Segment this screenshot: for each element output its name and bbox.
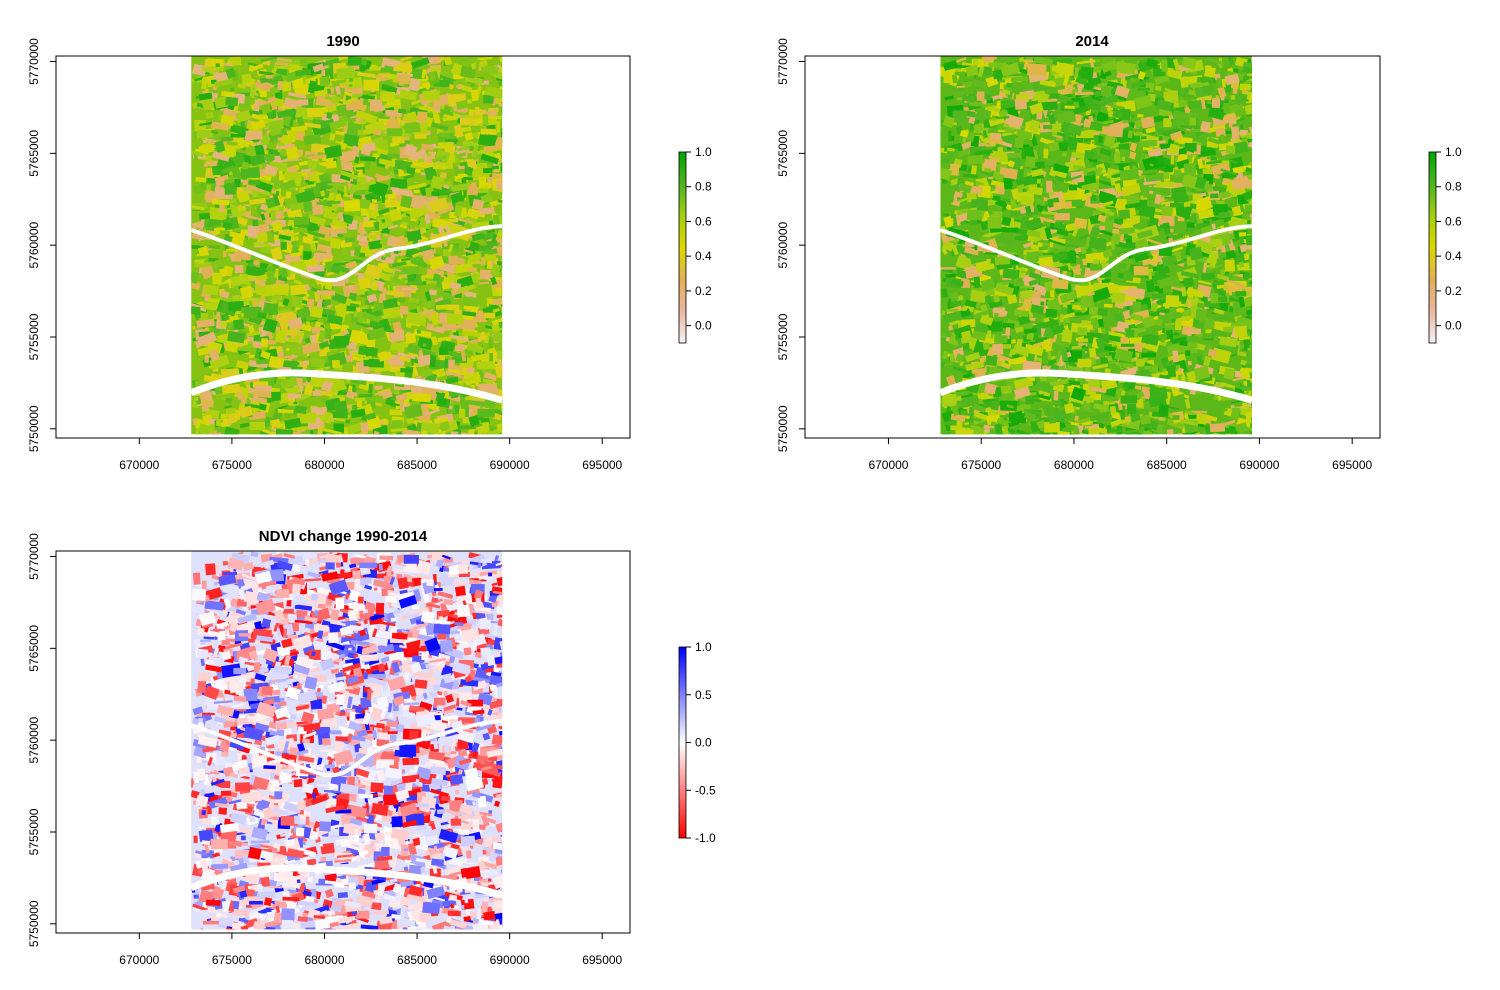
x-tick-label: 680000 [304, 953, 344, 967]
y-tick-label: 5765000 [27, 625, 41, 672]
y-tick-label: 5755000 [776, 313, 790, 360]
x-tick-label: 670000 [868, 458, 908, 472]
plot-title: 2014 [1075, 33, 1109, 50]
panel-1990: 1990 670000 675000 680000 685000 690000 69500… [27, 33, 712, 472]
x-tick-label: 675000 [212, 953, 252, 967]
x-tick-label: 675000 [212, 458, 252, 472]
y-tick-label: 5765000 [27, 130, 41, 177]
plot-box [804, 55, 1381, 439]
y-tick-label: 5765000 [776, 130, 790, 177]
x-tick-label: 670000 [119, 458, 159, 472]
y-tick-label: 5760000 [27, 221, 41, 268]
panel-2014: 2014 670000 675000 680000 685000 690000 69500… [776, 33, 1462, 472]
legend-tick-label: 1.0 [695, 640, 712, 654]
x-tick-label: 695000 [582, 458, 622, 472]
y-tick-label: 5750000 [27, 405, 41, 452]
legend-tick-label: 0.0 [1445, 319, 1462, 333]
legend-tick-label: 0.8 [1445, 180, 1462, 194]
panel-ndvi-change: NDVI change 1990-2014 670000 675000 680000… [27, 528, 716, 967]
color-legend-bar [1428, 151, 1437, 344]
legend-tick-label: 0.4 [1445, 249, 1462, 263]
legend-tick-label: 0.2 [1445, 284, 1462, 298]
y-tick-label: 5760000 [776, 221, 790, 268]
y-tick-label: 5750000 [776, 405, 790, 452]
x-tick-label: 685000 [397, 458, 437, 472]
legend-tick-label: -0.5 [695, 783, 716, 797]
y-tick-label: 5755000 [27, 808, 41, 855]
raster-image [191, 56, 503, 435]
y-tick-label: 5770000 [776, 38, 790, 85]
x-tick-label: 685000 [1147, 458, 1187, 472]
legend-tick-label: 1.0 [695, 145, 712, 159]
raster-image [191, 551, 503, 930]
y-tick-label: 5750000 [27, 900, 41, 947]
legend-tick-label: 0.6 [1445, 214, 1462, 228]
legend-tick-label: -1.0 [695, 831, 716, 845]
color-legend-bar [678, 646, 687, 839]
legend-tick-label: 0.6 [695, 214, 712, 228]
legend-tick-label: 0.2 [695, 284, 712, 298]
x-tick-label: 680000 [304, 458, 344, 472]
y-tick-label: 5755000 [27, 313, 41, 360]
x-tick-label: 695000 [1332, 458, 1372, 472]
legend-tick-label: 0.5 [695, 688, 712, 702]
x-tick-label: 690000 [1239, 458, 1279, 472]
legend-tick-label: 0.4 [695, 249, 712, 263]
plot-title: 1990 [326, 33, 359, 50]
x-tick-label: 690000 [490, 953, 530, 967]
x-tick-label: 675000 [961, 458, 1001, 472]
x-tick-label: 690000 [490, 458, 530, 472]
x-tick-label: 685000 [397, 953, 437, 967]
color-legend-bar [678, 151, 687, 344]
legend-tick-label: 1.0 [1445, 145, 1462, 159]
y-tick-label: 5770000 [27, 533, 41, 580]
legend-tick-label: 0.8 [695, 180, 712, 194]
legend-tick-label: 0.0 [695, 736, 712, 750]
legend-tick-label: 0.0 [695, 319, 712, 333]
y-tick-label: 5770000 [27, 38, 41, 85]
raster-image [940, 56, 1253, 435]
x-tick-label: 680000 [1054, 458, 1094, 472]
y-tick-label: 5760000 [27, 716, 41, 763]
plot-box [55, 550, 631, 934]
x-tick-label: 670000 [119, 953, 159, 967]
x-tick-label: 695000 [582, 953, 622, 967]
plot-box [55, 55, 631, 439]
plot-title: NDVI change 1990-2014 [259, 528, 428, 545]
